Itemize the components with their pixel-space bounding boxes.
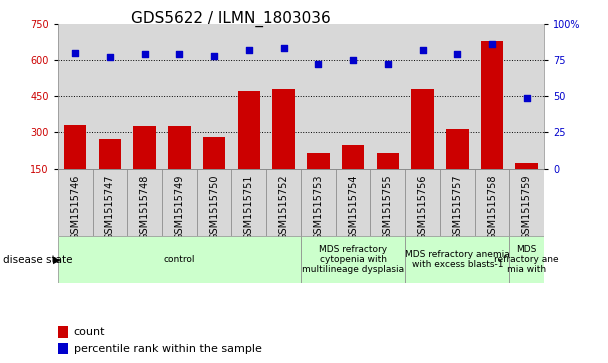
Point	[174, 51, 184, 57]
Text: GSM1515758: GSM1515758	[487, 174, 497, 240]
FancyBboxPatch shape	[510, 236, 544, 283]
FancyBboxPatch shape	[405, 236, 510, 283]
FancyBboxPatch shape	[58, 236, 301, 283]
Text: disease state: disease state	[3, 254, 72, 265]
Text: GDS5622 / ILMN_1803036: GDS5622 / ILMN_1803036	[131, 11, 331, 27]
Text: GSM1515748: GSM1515748	[140, 174, 150, 240]
Text: GSM1515747: GSM1515747	[105, 174, 115, 240]
Point	[278, 45, 288, 51]
Bar	[272, 89, 295, 205]
FancyBboxPatch shape	[266, 169, 301, 236]
Bar	[446, 129, 469, 205]
Point	[452, 51, 462, 57]
Point	[522, 95, 531, 101]
FancyBboxPatch shape	[232, 169, 266, 236]
Bar	[342, 145, 364, 205]
Bar	[516, 163, 538, 205]
FancyBboxPatch shape	[92, 169, 127, 236]
Point	[314, 61, 323, 67]
Bar	[64, 125, 86, 205]
FancyBboxPatch shape	[197, 169, 232, 236]
Bar	[168, 126, 191, 205]
Bar	[481, 41, 503, 205]
Point	[244, 47, 254, 53]
FancyBboxPatch shape	[440, 169, 475, 236]
FancyBboxPatch shape	[405, 169, 440, 236]
Text: control: control	[164, 255, 195, 264]
Point	[383, 61, 393, 67]
Bar	[58, 343, 69, 354]
Text: GSM1515755: GSM1515755	[383, 174, 393, 240]
Text: MDS refractory
cytopenia with
multilineage dysplasia: MDS refractory cytopenia with multilinea…	[302, 245, 404, 274]
Point	[348, 57, 358, 63]
Bar	[133, 126, 156, 205]
Bar	[58, 326, 69, 338]
Text: GSM1515757: GSM1515757	[452, 174, 462, 240]
Text: GSM1515759: GSM1515759	[522, 174, 532, 240]
Point	[105, 54, 115, 60]
Bar	[98, 139, 121, 205]
Point	[71, 50, 80, 56]
Text: MDS
refractory ane
mia with: MDS refractory ane mia with	[494, 245, 559, 274]
Bar	[376, 153, 399, 205]
FancyBboxPatch shape	[336, 169, 370, 236]
Bar	[203, 137, 226, 205]
Text: GSM1515752: GSM1515752	[278, 174, 289, 240]
FancyBboxPatch shape	[370, 169, 405, 236]
Point	[487, 41, 497, 47]
Text: GSM1515754: GSM1515754	[348, 174, 358, 240]
Point	[209, 53, 219, 58]
Text: GSM1515756: GSM1515756	[418, 174, 427, 240]
FancyBboxPatch shape	[301, 236, 405, 283]
Text: GSM1515753: GSM1515753	[313, 174, 323, 240]
FancyBboxPatch shape	[475, 169, 510, 236]
Bar	[307, 153, 330, 205]
Text: GSM1515750: GSM1515750	[209, 174, 219, 240]
Point	[140, 51, 150, 57]
Point	[418, 47, 427, 53]
FancyBboxPatch shape	[58, 169, 92, 236]
Bar	[411, 89, 434, 205]
FancyBboxPatch shape	[301, 169, 336, 236]
Text: percentile rank within the sample: percentile rank within the sample	[74, 343, 261, 354]
Text: ▶: ▶	[53, 254, 60, 265]
Text: MDS refractory anemia
with excess blasts-1: MDS refractory anemia with excess blasts…	[405, 250, 510, 269]
FancyBboxPatch shape	[510, 169, 544, 236]
FancyBboxPatch shape	[162, 169, 197, 236]
Text: GSM1515746: GSM1515746	[70, 174, 80, 240]
Text: GSM1515749: GSM1515749	[174, 174, 184, 240]
Bar	[238, 91, 260, 205]
Text: count: count	[74, 327, 105, 337]
Text: GSM1515751: GSM1515751	[244, 174, 254, 240]
FancyBboxPatch shape	[127, 169, 162, 236]
